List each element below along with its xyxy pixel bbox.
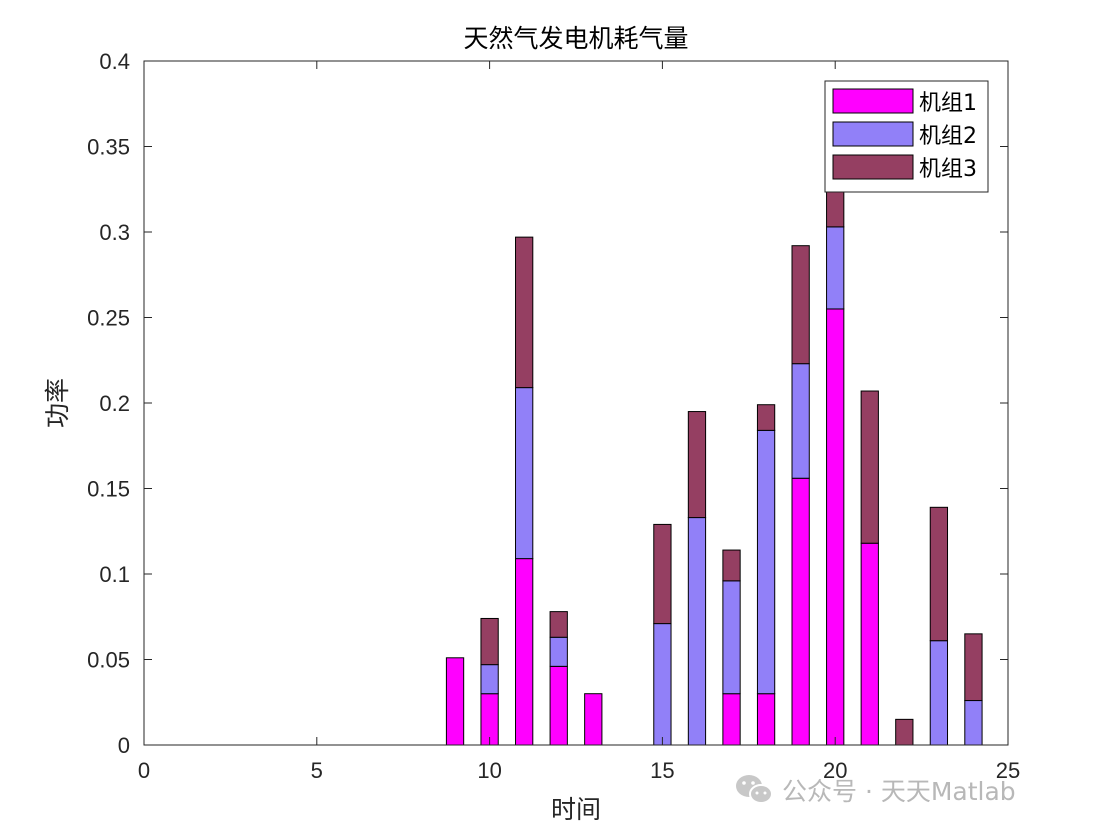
bar-16-series-2 bbox=[687, 517, 707, 746]
bar-19-series-3 bbox=[791, 245, 810, 365]
bar-20-series-2 bbox=[826, 226, 845, 310]
y-tick-label: 0.25 bbox=[87, 306, 130, 331]
y-tick-label: 0.1 bbox=[99, 562, 130, 587]
bar-11-series-2 bbox=[515, 387, 534, 560]
watermark: 公众号 · 天天Matlab bbox=[734, 770, 1016, 810]
bar-21-series-1 bbox=[860, 542, 879, 746]
bar-19-series-1 bbox=[791, 477, 810, 746]
axis-ticks: 0 5 10 15 20 25 0 0.05 0.1 0.15 0.2 0.25 0.3 0.35 0.4 bbox=[87, 49, 1020, 783]
y-tick-label: 0.2 bbox=[99, 391, 130, 416]
bar-12-series-1 bbox=[549, 665, 568, 746]
bar-21-series-3 bbox=[860, 390, 879, 544]
bar-group bbox=[445, 149, 983, 746]
bar-20-series-1 bbox=[826, 308, 845, 746]
bar-18-series-2 bbox=[756, 429, 776, 695]
bar-17-series-1 bbox=[722, 693, 741, 746]
bar-15-series-3 bbox=[653, 523, 672, 625]
bar-17-series-2 bbox=[722, 580, 741, 695]
legend-label-3: 机组3 bbox=[919, 157, 977, 182]
chart-title: 天然气发电机耗气量 bbox=[463, 24, 688, 53]
bar-18-series-3 bbox=[756, 404, 776, 431]
y-tick-label: 0.05 bbox=[87, 648, 130, 673]
y-axis-label: 功率 bbox=[43, 378, 72, 428]
x-axis-label: 时间 bbox=[551, 795, 601, 824]
legend-label-1: 机组1 bbox=[919, 91, 977, 116]
bar-12-series-3 bbox=[549, 611, 568, 638]
bar-15-series-2 bbox=[653, 623, 672, 746]
legend-label-2: 机组2 bbox=[919, 124, 977, 149]
y-tick-label: 0.3 bbox=[99, 220, 130, 245]
bar-24-series-2 bbox=[964, 700, 983, 746]
bar-18-series-1 bbox=[756, 693, 776, 746]
legend-swatch-3 bbox=[832, 154, 914, 180]
legend-swatch-1 bbox=[832, 88, 914, 114]
bar-22-series-3 bbox=[895, 718, 914, 746]
legend: 机组1 机组2 机组3 bbox=[824, 80, 989, 193]
bar-11-series-1 bbox=[515, 558, 534, 746]
bar-23-series-3 bbox=[929, 506, 949, 642]
y-tick-label: 0.35 bbox=[87, 135, 130, 160]
bar-24-series-3 bbox=[964, 633, 983, 702]
wechat-icon bbox=[736, 775, 773, 804]
bar-16-series-3 bbox=[687, 411, 707, 519]
y-tick-label: 0 bbox=[118, 733, 130, 758]
bar-10-series-2 bbox=[480, 664, 499, 695]
x-tick-label: 20 bbox=[823, 758, 847, 783]
x-tick-label: 25 bbox=[996, 758, 1020, 783]
x-tick-label: 15 bbox=[650, 758, 674, 783]
axes-frame bbox=[143, 60, 1009, 746]
x-tick-label: 0 bbox=[138, 758, 150, 783]
bar-17-series-3 bbox=[722, 549, 741, 582]
watermark-text: 公众号 · 天天Matlab bbox=[782, 777, 1016, 806]
bar-9-series-1 bbox=[445, 657, 465, 746]
legend-swatch-2 bbox=[832, 121, 914, 147]
y-tick-label: 0.4 bbox=[99, 49, 130, 74]
bar-19-series-2 bbox=[791, 363, 810, 479]
y-tick-label: 0.15 bbox=[87, 477, 130, 502]
bar-10-series-3 bbox=[480, 617, 499, 666]
bar-13-series-1 bbox=[584, 693, 603, 746]
x-tick-label: 5 bbox=[311, 758, 323, 783]
x-tick-label: 10 bbox=[477, 758, 501, 783]
bar-11-series-3 bbox=[515, 236, 534, 389]
bar-12-series-2 bbox=[549, 636, 568, 667]
bar-23-series-2 bbox=[929, 640, 949, 746]
